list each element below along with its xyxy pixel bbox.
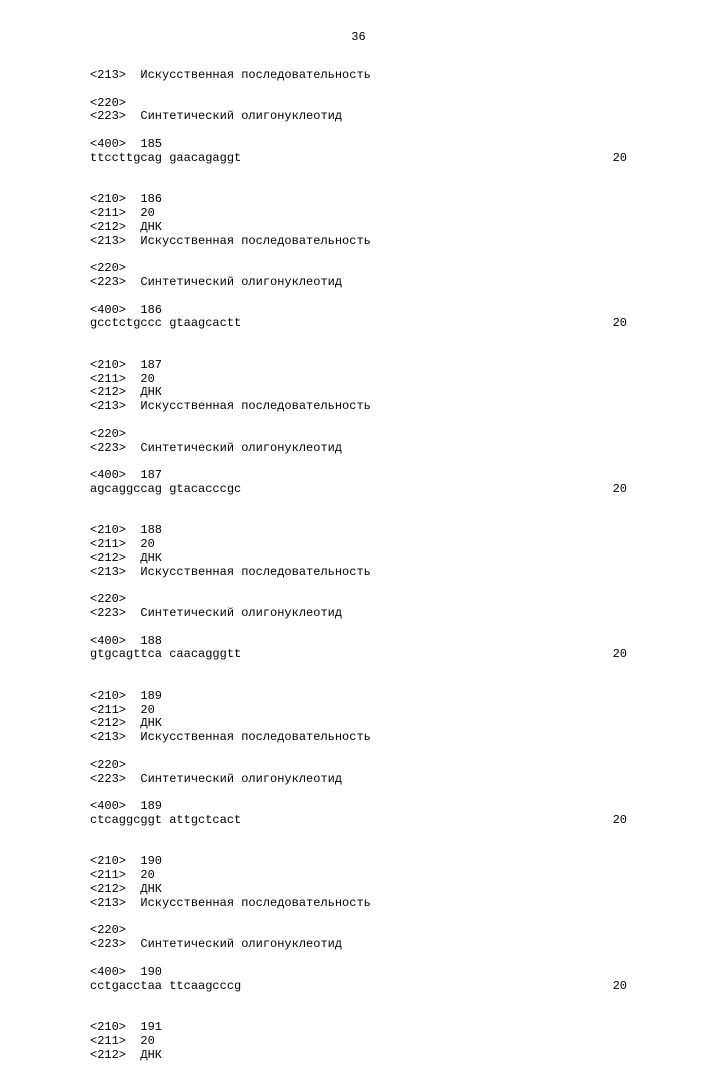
blank-line [90,248,627,262]
sequence-text: gcctctgccc gtaagcactt [90,317,241,331]
sequence-row: cctgacctaa ttcaagcccg 20 [90,980,627,994]
text-line: <210> 190 [90,855,627,869]
text-line: <212> ДНК [90,717,627,731]
sequence-text: cctgacctaa ttcaagcccg [90,980,241,994]
text-line: <212> ДНК [90,1049,627,1063]
text-line: <213> Искусственная последовательность [90,69,627,83]
sequence-length: 20 [613,483,627,497]
text-line: <400> 188 [90,635,627,649]
text-line: <211> 20 [90,704,627,718]
text-line: <223> Синтетический олигонуклеотид [90,110,627,124]
text-line: <220> [90,97,627,111]
text-line: <400> 190 [90,966,627,980]
text-line: <400> 185 [90,138,627,152]
blank-line [90,124,627,138]
blank-line [90,621,627,635]
text-line: <400> 187 [90,469,627,483]
blank-line [90,455,627,469]
sequence-row: ctcaggcggt attgctcact 20 [90,814,627,828]
sequence-length: 20 [613,980,627,994]
page-number: 36 [90,30,627,44]
text-line: <211> 20 [90,1035,627,1049]
text-line: <223> Синтетический олигонуклеотид [90,276,627,290]
text-line: <212> ДНК [90,221,627,235]
text-line: <211> 20 [90,869,627,883]
text-line: <210> 186 [90,193,627,207]
text-line: <213> Искусственная последовательность [90,731,627,745]
sequence-row: agcaggccag gtacacccgc 20 [90,483,627,497]
sequence-text: ttccttgcag gaacagaggt [90,152,241,166]
blank-line [90,952,627,966]
text-line: <223> Синтетический олигонуклеотид [90,773,627,787]
blank-line [90,911,627,925]
blank-line [90,579,627,593]
sequence-row: gcctctgccc gtaagcactt 20 [90,317,627,331]
text-line: <220> [90,924,627,938]
blank-line [90,1007,627,1021]
text-line: <400> 186 [90,304,627,318]
text-line: <223> Синтетический олигонуклеотид [90,607,627,621]
text-line: <210> 191 [90,1021,627,1035]
sequence-text: ctcaggcggt attgctcact [90,814,241,828]
text-line: <220> [90,262,627,276]
blank-line [90,786,627,800]
sequence-listing-page: 36 <213> Искусственная последовательност… [0,0,707,1092]
text-line: <223> Синтетический олигонуклеотид [90,442,627,456]
text-line: <211> 20 [90,207,627,221]
text-line: <212> ДНК [90,883,627,897]
sequence-text: gtgcagttca caacagggtt [90,648,241,662]
blank-line [90,345,627,359]
sequence-text: agcaggccag gtacacccgc [90,483,241,497]
text-line: <210> 188 [90,524,627,538]
blank-line [90,745,627,759]
text-line: <400> 189 [90,800,627,814]
sequence-row: ttccttgcag gaacagaggt 20 [90,152,627,166]
sequence-length: 20 [613,814,627,828]
text-line: <212> ДНК [90,386,627,400]
blank-line [90,828,627,842]
content-area: <213> Искусственная последовательность <… [90,69,627,1062]
sequence-length: 20 [613,648,627,662]
text-line: <213> Искусственная последовательность [90,897,627,911]
blank-line [90,414,627,428]
text-line: <212> ДНК [90,552,627,566]
blank-line [90,511,627,525]
text-line: <220> [90,593,627,607]
blank-line [90,676,627,690]
blank-line [90,662,627,676]
text-line: <210> 187 [90,359,627,373]
blank-line [90,83,627,97]
blank-line [90,166,627,180]
blank-line [90,497,627,511]
blank-line [90,331,627,345]
text-line: <213> Искусственная последовательность [90,400,627,414]
text-line: <213> Искусственная последовательность [90,566,627,580]
text-line: <223> Синтетический олигонуклеотид [90,938,627,952]
sequence-length: 20 [613,152,627,166]
text-line: <220> [90,759,627,773]
blank-line [90,290,627,304]
text-line: <210> 189 [90,690,627,704]
sequence-length: 20 [613,317,627,331]
text-line: <213> Искусственная последовательность [90,235,627,249]
blank-line [90,993,627,1007]
text-line: <211> 20 [90,373,627,387]
text-line: <220> [90,428,627,442]
text-line: <211> 20 [90,538,627,552]
sequence-row: gtgcagttca caacagggtt 20 [90,648,627,662]
blank-line [90,842,627,856]
blank-line [90,179,627,193]
